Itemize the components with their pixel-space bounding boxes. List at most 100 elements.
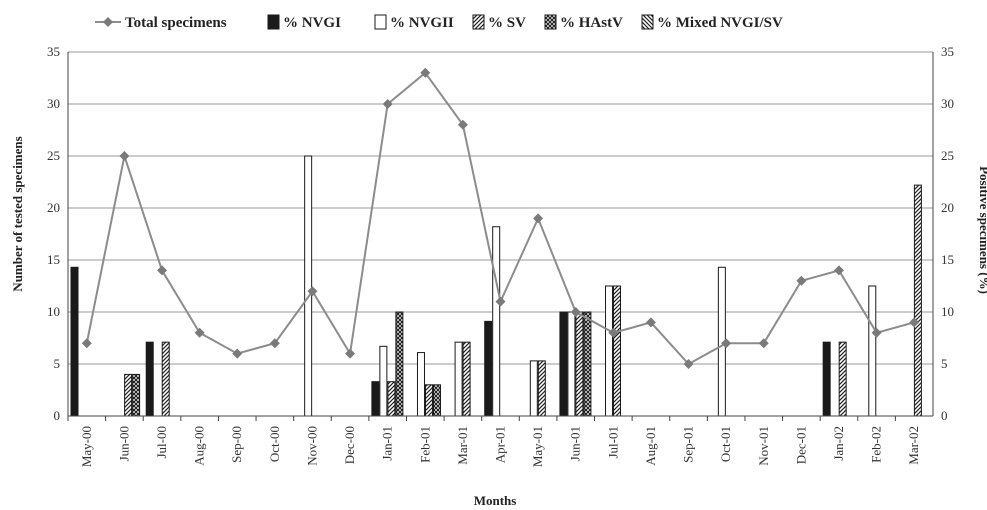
legend-label: % NVGII bbox=[390, 15, 454, 31]
x-tick-label: Apr-01 bbox=[493, 426, 508, 463]
y-tick-left: 35 bbox=[47, 44, 60, 59]
line-point bbox=[420, 67, 431, 78]
x-tick-label: Nov-01 bbox=[756, 426, 771, 466]
line-point bbox=[81, 338, 92, 349]
x-tick-label: Jul-01 bbox=[605, 426, 620, 459]
x-tick-label: Jan-02 bbox=[831, 426, 846, 461]
y-tick-left: 20 bbox=[47, 200, 60, 215]
bar bbox=[387, 381, 396, 417]
y-tick-right: 5 bbox=[941, 356, 948, 371]
chart-total-line bbox=[81, 67, 920, 369]
bar bbox=[484, 320, 493, 417]
x-tick-label: Feb-02 bbox=[869, 426, 884, 463]
total-specimens-line bbox=[85, 71, 915, 366]
bar bbox=[567, 311, 576, 417]
bar bbox=[124, 373, 133, 417]
bar bbox=[161, 341, 170, 417]
y-tick-left: 25 bbox=[47, 148, 60, 163]
y-axis-left-title: Number of tested specimens bbox=[10, 136, 25, 291]
x-tick-label: Jun-00 bbox=[116, 426, 131, 461]
line-point bbox=[119, 151, 130, 161]
bar bbox=[432, 384, 441, 417]
y-tick-left: 30 bbox=[47, 96, 60, 111]
bar bbox=[371, 381, 380, 417]
x-tick-label: Sep-01 bbox=[681, 426, 696, 463]
y-tick-left: 15 bbox=[47, 252, 60, 267]
bar bbox=[454, 341, 463, 417]
legend-label: Total specimens bbox=[125, 15, 227, 31]
x-tick-label: Jan-01 bbox=[380, 426, 395, 461]
line-point bbox=[608, 327, 619, 338]
x-tick-label: Nov-00 bbox=[304, 426, 319, 466]
bar bbox=[537, 360, 546, 417]
legend-label: % NVGI bbox=[283, 15, 341, 31]
bar bbox=[583, 311, 592, 417]
bar bbox=[70, 266, 79, 417]
bar bbox=[379, 345, 388, 417]
bar bbox=[304, 155, 313, 417]
y-tick-right: 0 bbox=[941, 408, 948, 423]
y-tick-right: 25 bbox=[941, 148, 954, 163]
x-tick-label: Mar-01 bbox=[455, 426, 470, 465]
line-point bbox=[645, 317, 656, 328]
y-tick-right: 35 bbox=[941, 44, 954, 59]
y-tick-right: 10 bbox=[941, 304, 954, 319]
line-point bbox=[871, 327, 882, 338]
legend-line-marker bbox=[95, 17, 121, 27]
bar bbox=[416, 352, 425, 417]
x-tick-label: Feb-01 bbox=[417, 426, 432, 463]
y-tick-right: 20 bbox=[941, 200, 954, 215]
x-axis-title: Months bbox=[474, 493, 517, 508]
legend-label: % Mixed NVGI/SV bbox=[657, 15, 783, 31]
line-point bbox=[382, 99, 393, 109]
x-tick-label: May-00 bbox=[79, 426, 94, 467]
bar bbox=[868, 285, 877, 417]
bar bbox=[838, 341, 847, 417]
x-tick-label: Aug-00 bbox=[192, 426, 207, 466]
y-tick-left: 5 bbox=[54, 356, 61, 371]
y-tick-right: 30 bbox=[941, 96, 954, 111]
y-axis-right-title: Positive specimens (%) bbox=[977, 166, 987, 294]
bar bbox=[132, 373, 141, 417]
bar bbox=[575, 311, 584, 417]
bar bbox=[559, 311, 568, 417]
line-point bbox=[457, 119, 468, 130]
line-point bbox=[533, 213, 544, 224]
chart-legend: Total specimens % NVGI % NVGII % SV % HAstV%… bbox=[95, 14, 783, 31]
bar bbox=[529, 360, 538, 417]
y-tick-right: 15 bbox=[941, 252, 954, 267]
line-point bbox=[909, 317, 920, 328]
legend-label: % SV bbox=[488, 15, 526, 31]
line-point bbox=[758, 338, 769, 349]
bar bbox=[424, 384, 433, 417]
bar bbox=[462, 341, 471, 417]
legend-swatch bbox=[374, 14, 387, 30]
bar bbox=[613, 285, 622, 417]
bar bbox=[145, 341, 154, 417]
line-point bbox=[683, 359, 694, 369]
chart-bars bbox=[70, 155, 922, 417]
line-point bbox=[495, 296, 506, 307]
legend-label: % HAstV bbox=[560, 15, 623, 31]
line-point bbox=[833, 265, 844, 276]
x-tick-label: May-01 bbox=[530, 426, 545, 467]
legend-swatch bbox=[641, 14, 654, 30]
legend-swatch bbox=[544, 14, 557, 30]
x-tick-label: Dec-01 bbox=[793, 426, 808, 464]
line-point bbox=[194, 327, 205, 338]
bar bbox=[913, 184, 922, 417]
x-tick-label: Jun-01 bbox=[568, 426, 583, 461]
x-tick-label: Oct-00 bbox=[267, 426, 282, 462]
bar bbox=[605, 285, 614, 417]
x-tick-label: Jul-00 bbox=[154, 426, 169, 459]
bar bbox=[822, 341, 831, 417]
y-tick-left: 10 bbox=[47, 304, 60, 319]
line-point bbox=[269, 338, 280, 349]
line-point bbox=[796, 275, 807, 286]
chart-gridlines bbox=[68, 51, 933, 417]
line-point bbox=[721, 338, 732, 349]
bar bbox=[395, 311, 404, 417]
legend-swatch bbox=[472, 14, 485, 30]
line-point bbox=[570, 307, 581, 317]
